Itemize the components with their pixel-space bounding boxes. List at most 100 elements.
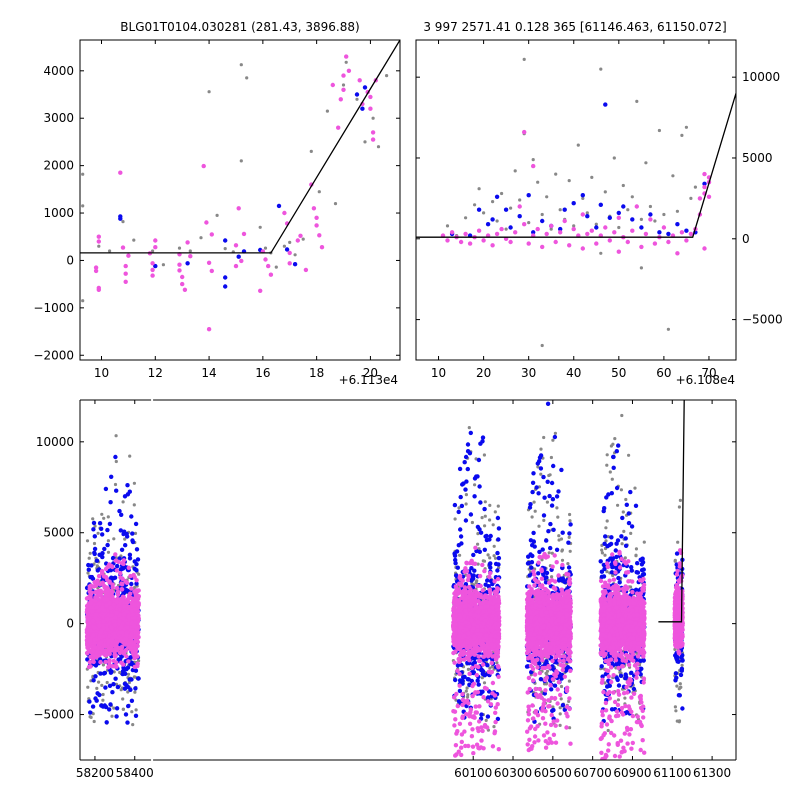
point-blue [594, 225, 599, 230]
point-pink [110, 582, 115, 587]
point-blue [657, 230, 662, 235]
point-gray [693, 185, 698, 189]
y-tick-label: 1000 [43, 206, 74, 220]
point-pink [128, 591, 133, 596]
point-pink [466, 574, 471, 580]
point-pink [108, 605, 114, 611]
point-gray [590, 175, 594, 179]
point-gray [648, 204, 653, 209]
point-gray [121, 500, 125, 504]
point-pink [483, 647, 488, 652]
point-blue [580, 193, 585, 198]
point-pink [493, 719, 498, 725]
x-offset-label-top-left: +6.113e4 [339, 373, 398, 387]
point-pink [488, 570, 493, 576]
point-gray [518, 198, 522, 202]
point-blue [458, 494, 463, 500]
point-blue [495, 716, 501, 722]
point-blue [457, 466, 463, 472]
point-gray [617, 225, 621, 230]
point-gray [112, 537, 116, 541]
point-blue [508, 225, 513, 230]
point-pink [118, 571, 123, 576]
point-gray [473, 483, 477, 487]
point-gray [464, 493, 468, 497]
x-tick-label: 30 [521, 366, 536, 380]
point-blue [585, 214, 590, 219]
point-gray [612, 156, 616, 160]
point-blue [517, 214, 522, 219]
point-gray [490, 665, 494, 669]
point-gray [560, 558, 565, 562]
point-blue [457, 678, 463, 683]
point-pink [341, 73, 346, 78]
point-blue [480, 435, 486, 440]
point-pink [311, 206, 317, 211]
point-pink [462, 657, 467, 662]
point-blue [476, 682, 481, 687]
point-pink [287, 250, 292, 256]
point-gray [121, 707, 125, 711]
point-gray [114, 434, 118, 438]
point-pink [481, 654, 487, 659]
point-gray [492, 725, 496, 729]
point-gray [457, 506, 461, 510]
point-pink [453, 649, 458, 654]
point-pink [445, 238, 450, 243]
point-pink [463, 603, 469, 609]
point-pink [188, 254, 193, 259]
point-blue [540, 218, 545, 224]
point-gray [558, 712, 562, 716]
point-gray [133, 690, 137, 694]
point-gray [108, 249, 112, 253]
point-blue [91, 520, 97, 526]
point-pink [483, 593, 488, 598]
point-gray [85, 539, 90, 543]
point-gray [540, 212, 544, 217]
point-pink [107, 600, 112, 606]
point-pink [492, 599, 498, 604]
point-pink [480, 662, 486, 667]
point-pink [87, 584, 93, 589]
point-blue [135, 557, 141, 562]
point-blue [108, 500, 113, 505]
point-gray [363, 140, 367, 144]
point-pink [473, 545, 478, 550]
point-pink [119, 646, 124, 651]
point-pink [485, 699, 491, 704]
point-gray [496, 504, 500, 508]
point-pink [346, 68, 352, 74]
point-pink [129, 608, 134, 614]
point-pink [639, 244, 644, 250]
point-pink [295, 238, 300, 243]
point-pink [180, 281, 185, 287]
point-pink [459, 745, 464, 750]
point-pink [126, 253, 131, 258]
point-blue [108, 702, 113, 707]
point-blue [461, 675, 466, 680]
point-pink [111, 658, 117, 664]
point-blue [121, 531, 126, 537]
point-pink [481, 695, 486, 700]
point-gray [106, 515, 110, 519]
point-blue [91, 678, 96, 683]
point-pink [489, 642, 494, 647]
point-pink [127, 640, 132, 645]
point-gray [87, 556, 91, 560]
point-pink [490, 243, 495, 248]
point-gray [123, 537, 127, 541]
point-gray [151, 249, 155, 253]
point-blue [607, 215, 612, 220]
point-pink [612, 230, 617, 235]
point-pink [449, 230, 455, 235]
point-gray [488, 666, 492, 670]
point-blue [639, 225, 644, 230]
plot-frame [415, 39, 737, 361]
point-gray [635, 99, 639, 103]
point-blue [482, 673, 487, 678]
point-gray [483, 500, 487, 504]
point-pink [487, 649, 492, 654]
point-pink [452, 709, 458, 714]
point-pink [180, 274, 185, 280]
point-blue [616, 210, 621, 216]
